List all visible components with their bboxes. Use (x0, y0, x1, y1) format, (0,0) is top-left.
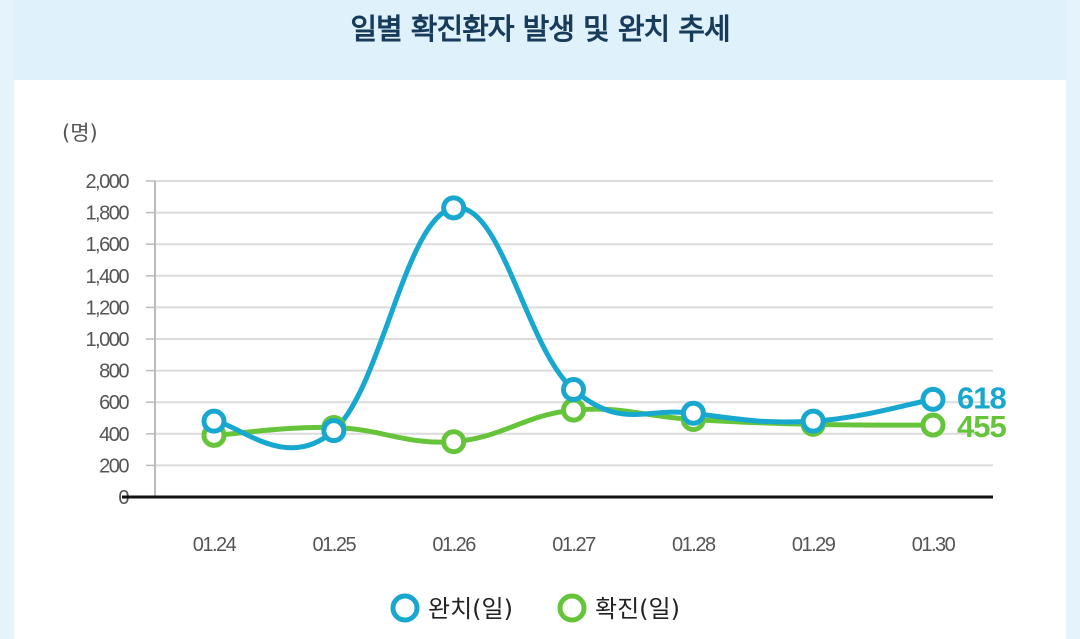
x-tick-label: 01.27 (552, 534, 596, 556)
grid-lines (146, 180, 993, 498)
legend-marker-icon (390, 593, 420, 623)
y-tick-label: 2,000 (85, 171, 129, 193)
data-point-recovered (321, 418, 347, 444)
data-point-recovered (800, 408, 826, 434)
data-point-confirmed (561, 397, 586, 423)
data-point-recovered (561, 377, 586, 403)
y-tick-label: 800 (99, 361, 129, 383)
y-tick-label: 400 (99, 424, 129, 446)
y-tick-label: 1,600 (85, 234, 129, 256)
y-unit-label: (명) (62, 121, 98, 145)
end-value-label: 455 (957, 409, 1006, 444)
y-tick-label: 600 (99, 392, 129, 414)
series-points (201, 195, 946, 455)
legend: 완치(일) 확진(일) (390, 593, 680, 623)
y-tick-label: 1,400 (85, 266, 129, 288)
data-point-recovered (441, 195, 467, 221)
x-tick-label: 01.28 (672, 534, 716, 556)
chart-panel (14, 80, 1066, 639)
legend-label: 완치(일) (428, 595, 513, 623)
data-point-recovered (920, 386, 946, 412)
data-point-recovered (201, 408, 227, 434)
y-tick-label: 1,000 (85, 329, 129, 351)
x-tick-label: 01.25 (313, 534, 357, 556)
axes (122, 181, 993, 499)
y-tick-label: 1,200 (85, 297, 129, 319)
y-tick-label: 200 (99, 455, 129, 477)
x-tick-label: 01.29 (792, 534, 836, 556)
y-tick-label: 1,800 (85, 203, 129, 225)
data-point-recovered (680, 400, 706, 426)
data-point-confirmed (441, 429, 467, 455)
chart-title: 일별 확진환자 발생 및 완치 추세 (350, 12, 730, 46)
y-tick-labels: 02004006008001,0001,2001,4001,6001,8002,… (85, 171, 130, 509)
legend-marker-icon (557, 593, 587, 623)
legend-label: 확진(일) (595, 595, 680, 623)
end-value-label: 618 (957, 380, 1006, 415)
x-tick-labels: 01.24 01.25 01.26 01.27 01.28 01.29 01.30 (193, 534, 957, 556)
title-bar: 일별 확진환자 발생 및 완치 추세 (14, 0, 1066, 80)
x-tick-label: 01.30 (912, 534, 956, 556)
x-tick-label: 01.24 (193, 534, 237, 556)
x-tick-label: 01.26 (432, 534, 476, 556)
data-point-confirmed (920, 412, 946, 438)
